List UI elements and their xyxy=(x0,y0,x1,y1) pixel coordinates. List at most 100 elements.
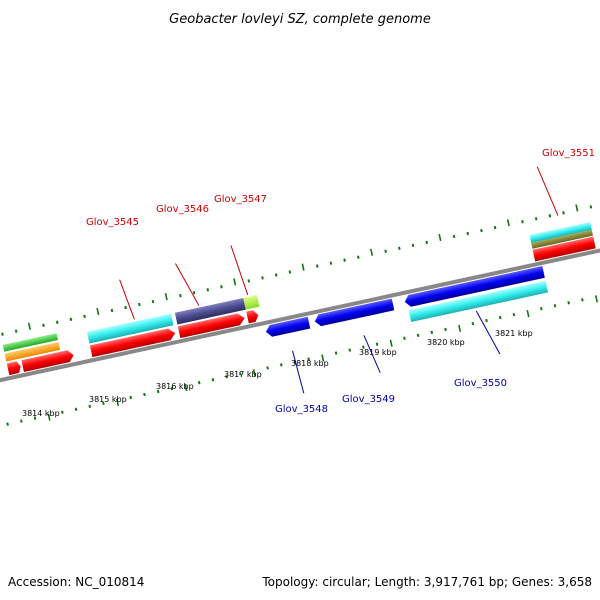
minor-tick xyxy=(33,416,37,420)
minor-tick xyxy=(539,307,543,311)
minor-tick xyxy=(315,264,319,268)
gene-label[interactable]: Glov_3546 xyxy=(156,204,209,215)
major-tick xyxy=(575,204,579,212)
outer-tick-rail xyxy=(1,204,593,336)
accession-text: Accession: NC_010814 xyxy=(8,575,144,589)
minor-tick xyxy=(343,258,346,262)
minor-tick xyxy=(170,386,174,391)
minor-tick xyxy=(61,410,64,414)
gene-label[interactable]: Glov_3545 xyxy=(86,217,139,228)
minor-tick xyxy=(1,332,4,336)
minor-tick xyxy=(466,231,470,236)
gene-arrow-reverse[interactable] xyxy=(265,316,311,338)
gene-arrow-forward[interactable] xyxy=(532,236,596,262)
major-tick xyxy=(27,322,31,330)
minor-tick xyxy=(74,407,78,411)
callout-line xyxy=(230,245,249,296)
gene-label[interactable]: Glov_3547 xyxy=(214,194,267,205)
scale-label: 3814 kbp xyxy=(22,409,60,418)
genome-track-group xyxy=(0,166,600,426)
reverse-genes xyxy=(265,266,545,338)
gene-arrow-forward[interactable] xyxy=(246,309,259,324)
minor-tick xyxy=(471,321,475,326)
minor-tick xyxy=(375,342,379,346)
minor-tick xyxy=(521,220,524,224)
minor-tick xyxy=(211,378,215,382)
minor-tick xyxy=(307,357,310,361)
minor-tick xyxy=(156,389,160,394)
minor-tick xyxy=(192,291,196,295)
gene-label[interactable]: Glov_3550 xyxy=(454,378,507,389)
cds-feature-bar xyxy=(86,313,174,344)
scale-label: 3816 kbp xyxy=(156,382,194,391)
scale-label: 3821 kbp xyxy=(495,329,533,338)
minor-tick xyxy=(6,422,9,426)
major-tick xyxy=(233,278,237,286)
minor-tick xyxy=(197,380,201,385)
major-tick xyxy=(164,293,168,301)
topology-text: Topology: circular; Length: 3,917,761 bp… xyxy=(261,575,592,589)
minor-tick xyxy=(403,336,406,340)
minor-tick xyxy=(553,304,557,308)
gene-arrow-forward[interactable] xyxy=(21,349,74,372)
feature-tracks-reverse xyxy=(408,280,548,323)
minor-tick xyxy=(430,330,434,335)
minor-tick xyxy=(274,273,278,277)
major-tick xyxy=(47,413,51,421)
minor-tick xyxy=(334,351,338,355)
gene-label[interactable]: Glov_3548 xyxy=(275,404,328,415)
major-tick xyxy=(506,219,510,227)
minor-tick xyxy=(83,314,86,319)
minor-tick xyxy=(280,363,283,367)
minor-tick xyxy=(55,320,59,324)
minor-tick xyxy=(589,205,593,209)
callout-line xyxy=(475,310,501,355)
minor-tick xyxy=(179,294,182,298)
minor-tick xyxy=(493,225,497,230)
major-tick xyxy=(594,295,598,303)
minor-tick xyxy=(329,261,333,265)
minor-tick xyxy=(102,401,105,406)
gene-labels: Glov_3545 Glov_3546 Glov_3547 Glov_3551 … xyxy=(86,148,595,415)
minor-tick xyxy=(151,299,155,304)
minor-tick xyxy=(362,345,365,349)
major-tick xyxy=(252,369,256,377)
feature-tracks-forward xyxy=(2,221,594,362)
backbone xyxy=(0,236,600,393)
major-tick xyxy=(526,310,530,318)
minor-tick xyxy=(398,246,401,251)
major-tick xyxy=(438,233,442,242)
callout-line xyxy=(363,335,381,373)
minor-tick xyxy=(129,395,133,400)
gene-arrow-forward[interactable] xyxy=(177,312,246,339)
major-tick xyxy=(96,307,100,316)
major-tick xyxy=(370,248,374,256)
gene-arrow-reverse[interactable] xyxy=(404,266,545,308)
minor-tick xyxy=(266,366,269,370)
minor-tick xyxy=(220,285,223,289)
map-title: Geobacter lovleyi SZ, complete genome xyxy=(169,12,431,27)
minor-tick xyxy=(138,302,141,307)
cds-feature-bar xyxy=(174,297,246,325)
scale-label: 3818 kbp xyxy=(291,359,329,368)
gene-label[interactable]: Glov_3549 xyxy=(342,394,395,405)
gene-label[interactable]: Glov_3551 xyxy=(542,148,595,159)
callout-line xyxy=(292,350,305,394)
gene-arrow-reverse[interactable] xyxy=(314,298,395,328)
minor-tick xyxy=(247,279,251,283)
minor-tick xyxy=(567,301,570,305)
cds-feature-bar xyxy=(243,294,260,310)
callout-line xyxy=(119,279,135,320)
gene-arrow-forward[interactable] xyxy=(6,361,22,376)
scale-label: 3820 kbp xyxy=(427,338,465,347)
minor-tick xyxy=(444,327,447,332)
minor-tick xyxy=(238,372,242,376)
cds-feature-bar xyxy=(2,333,58,352)
minor-tick xyxy=(384,249,387,253)
gene-arrow-forward[interactable] xyxy=(89,327,177,358)
inner-tick-rail xyxy=(6,295,598,426)
cds-feature-bar xyxy=(408,280,548,323)
minor-tick xyxy=(206,288,210,292)
callout-line xyxy=(175,263,200,306)
